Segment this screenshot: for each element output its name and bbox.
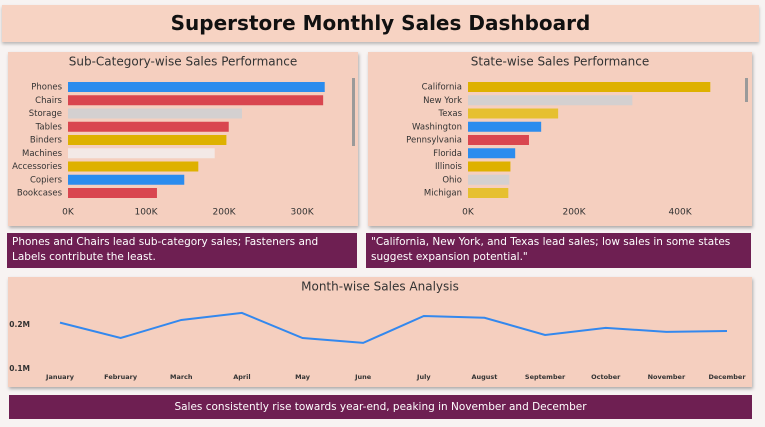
x-tick-label: 200K	[562, 208, 586, 218]
bar	[68, 135, 227, 145]
chart-title: State-wise Sales Performance	[471, 55, 650, 69]
bar	[468, 121, 542, 132]
panel	[8, 277, 752, 387]
y-tick-label: 0.1M	[9, 364, 30, 373]
bar	[68, 161, 199, 172]
y-tick-label: Storage	[29, 109, 62, 119]
y-tick-label: Tables	[35, 122, 63, 132]
y-tick-label: Florida	[433, 149, 462, 159]
y-tick-label: Accessories	[12, 162, 62, 172]
x-tick-label: 300K	[291, 208, 315, 218]
x-tick-label: July	[416, 373, 431, 381]
x-tick-label: May	[295, 373, 311, 381]
bar	[68, 188, 157, 198]
bar	[468, 174, 510, 185]
y-tick-label: Machines	[22, 149, 63, 159]
bar	[468, 108, 559, 119]
bar	[468, 135, 529, 145]
y-tick-label: Phones	[31, 83, 62, 93]
bar	[468, 82, 711, 92]
x-tick-label: November	[648, 373, 686, 381]
x-tick-label: 100K	[134, 208, 158, 218]
x-tick-label: March	[170, 373, 193, 381]
bar	[68, 108, 243, 119]
bar	[68, 95, 324, 106]
y-tick-label: Pennsylvania	[406, 136, 462, 146]
y-tick-label: Copiers	[30, 175, 63, 185]
bar	[68, 121, 229, 132]
insight: Phones and Chairs lead sub-category sale…	[7, 233, 357, 268]
chart-title: Sub-Category-wise Sales Performance	[69, 55, 298, 69]
x-tick-label: 400K	[669, 208, 693, 218]
y-tick-label: California	[422, 83, 462, 93]
bar	[468, 148, 516, 159]
x-tick-label: February	[104, 373, 138, 381]
y-tick-label: New York	[423, 96, 462, 106]
x-tick-label: April	[233, 373, 250, 381]
scrollbar[interactable]	[745, 78, 748, 102]
dashboard-title: Superstore Monthly Sales Dashboard	[2, 5, 759, 42]
y-tick-label: Michigan	[424, 189, 462, 199]
x-tick-label: June	[354, 373, 372, 381]
bar	[68, 82, 325, 92]
y-tick-label: Chairs	[35, 96, 62, 106]
line	[59, 311, 728, 344]
y-tick-label: Bookcases	[17, 189, 63, 199]
bar	[468, 161, 511, 172]
bar	[68, 148, 215, 159]
scrollbar[interactable]	[352, 78, 355, 146]
y-tick-label: Binders	[30, 136, 63, 146]
bar	[468, 95, 633, 106]
x-tick-label: 200K	[213, 208, 237, 218]
y-tick-label: Texas	[438, 109, 463, 119]
chart-title: Month-wise Sales Analysis	[301, 280, 459, 294]
x-tick-label: August	[471, 373, 497, 381]
insight: Sales consistently rise towards year-end…	[9, 395, 752, 419]
x-tick-label: October	[591, 373, 621, 381]
x-tick-label: September	[525, 373, 566, 381]
y-tick-label: Ohio	[442, 175, 462, 185]
y-tick-label: Illinois	[435, 162, 463, 172]
x-tick-label: January	[45, 373, 75, 381]
bar	[468, 188, 509, 198]
y-tick-label: 0.2M	[9, 320, 30, 329]
panel	[368, 52, 752, 226]
bar	[68, 174, 185, 185]
x-tick-label: 0K	[462, 208, 475, 218]
y-tick-label: Washington	[412, 122, 462, 132]
x-tick-label: December	[708, 373, 746, 381]
x-tick-label: 0K	[62, 208, 75, 218]
insight: "California, New York, and Texas lead sa…	[366, 233, 751, 268]
